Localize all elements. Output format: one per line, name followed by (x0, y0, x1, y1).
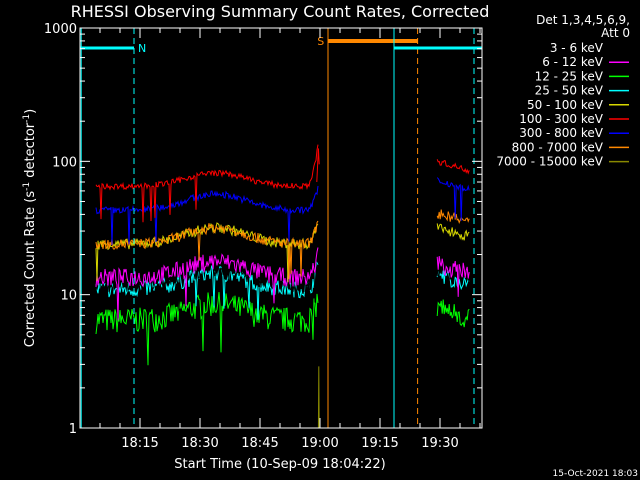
legend-label-9: 7000 - 15000 keV (496, 155, 603, 169)
y-axis-label-sup2: -1 (22, 114, 32, 123)
flare-spike (316, 148, 320, 183)
legend-label-4: 25 - 50 keV (535, 84, 604, 98)
y-tick-label: 100 (52, 155, 77, 170)
legend-header-2: Att 0 (601, 26, 630, 40)
legend-label-2: 6 - 12 keV (542, 55, 604, 69)
series-line-7-segment-1 (95, 185, 319, 246)
legend-label-6: 100 - 300 keV (519, 112, 603, 126)
plot-frame (79, 27, 483, 429)
series-line-6-segment-2 (436, 159, 470, 175)
y-axis-label-end: ) (23, 109, 38, 114)
y-axis-label-main: Corrected Count Rate (s (23, 191, 38, 348)
series-layer (95, 144, 470, 429)
series-line-5-segment-2 (436, 223, 470, 241)
series-line-8-segment-2 (436, 209, 470, 224)
x-tick-label: 19:15 (361, 436, 398, 451)
y-axis: 1 10 100 1000 (44, 22, 482, 437)
series-line-1-segment-1 (95, 259, 319, 317)
series-line-8-segment-1 (95, 220, 319, 279)
y-tick-label: 1000 (44, 22, 77, 37)
legend-label-1: 3 - 6 keV (550, 41, 604, 55)
chart-title: RHESSI Observing Summary Count Rates, Co… (71, 2, 490, 21)
footer-date: 15-Oct-2021 18:03 (553, 469, 638, 479)
x-axis: 18:15 18:30 18:45 19:00 19:15 19:30 (79, 28, 481, 451)
y-axis-label: Corrected Count Rate (s-1 detector-1) (22, 109, 38, 347)
x-tick-label: 18:30 (181, 436, 218, 451)
legend-label-8: 800 - 7000 keV (512, 140, 604, 154)
legend-label-3: 12 - 25 keV (535, 69, 604, 83)
series-line-6-segment-1 (95, 144, 319, 223)
x-tick-label: 19:30 (421, 436, 458, 451)
legend-header-1: Det 1,3,4,5,6,9, (536, 13, 630, 27)
x-axis-label: Start Time (10-Sep-09 18:04:22) (174, 457, 385, 472)
x-tick-label: 19:00 (301, 436, 338, 451)
series-line-2-segment-1 (95, 247, 319, 321)
y-axis-label-mid: detector (23, 122, 38, 182)
series-line-7-segment-2 (436, 177, 470, 221)
high-energy-spike (317, 366, 320, 429)
series-line-4-segment-2 (436, 269, 470, 291)
y-tick-label: 10 (60, 289, 77, 304)
night-label: N (138, 42, 146, 55)
series-line-3-segment-2 (436, 299, 470, 328)
legend-label-5: 50 - 100 keV (527, 98, 604, 112)
x-tick-label: 18:15 (121, 436, 158, 451)
series-line-2-segment-2 (436, 256, 470, 297)
saa-label: S (317, 35, 324, 48)
y-axis-label-sup1: -1 (22, 182, 32, 191)
legend-label-7: 300 - 800 keV (519, 126, 603, 140)
x-tick-label: 18:45 (241, 436, 278, 451)
y-tick-label: 1 (69, 422, 77, 437)
marker-layer: NS (80, 28, 482, 428)
series-line-3-segment-1 (95, 292, 319, 366)
series-line-4-segment-1 (95, 261, 319, 320)
